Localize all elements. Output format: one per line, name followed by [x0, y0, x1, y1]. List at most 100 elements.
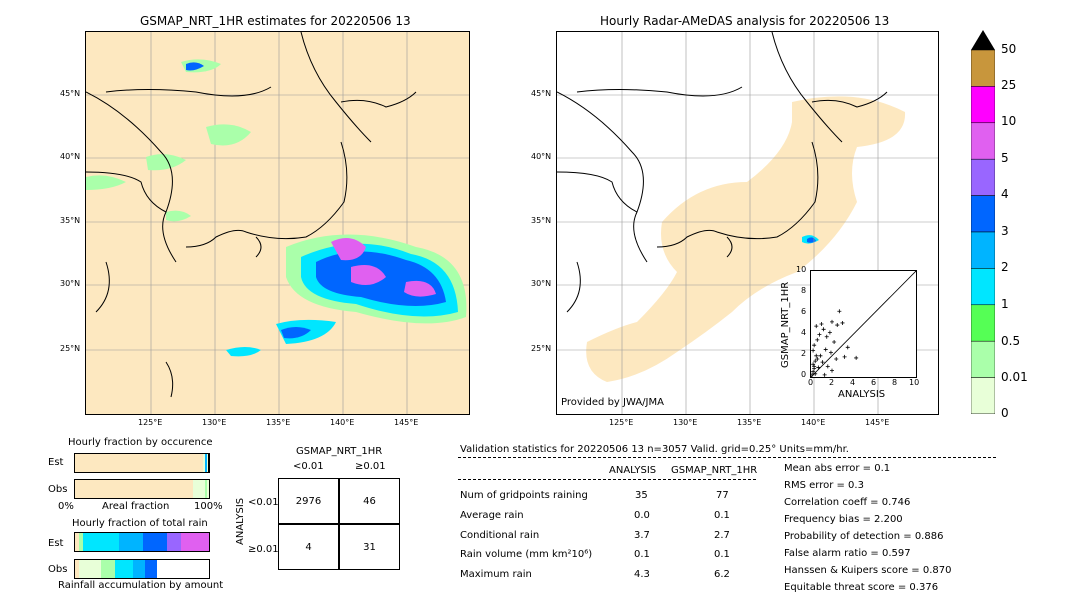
validation-divider [458, 457, 996, 458]
stat-label-2: Conditional rain [460, 530, 540, 541]
stat-a-0: 35 [635, 490, 648, 501]
scatter-point [817, 332, 822, 337]
scatter-ytick-2: 2 [801, 349, 807, 358]
contingency-col-lt: <0.01 [293, 461, 324, 472]
cbar-label-4: 4 [1001, 187, 1009, 201]
contingency-cell-10: 4 [278, 524, 339, 570]
colorbar-segment [970, 304, 996, 342]
scatter-point [813, 371, 818, 376]
scatter-point [814, 353, 819, 358]
scatter-point [812, 366, 817, 371]
left-lat-tick-45: 45°N [60, 89, 81, 98]
left-coastlines [86, 32, 417, 398]
colorbar-segment [970, 268, 996, 306]
validation-header: Validation statistics for 20220506 13 n=… [460, 444, 849, 455]
scatter-point [842, 354, 847, 359]
left-map-canvas [86, 32, 469, 414]
occurrence-bar-obs [74, 479, 210, 499]
validation-subdivider [458, 479, 756, 480]
colorbar-segment [970, 231, 996, 269]
total-rain-bar-obs [74, 559, 210, 579]
stat-a-2: 3.7 [634, 530, 650, 541]
scatter-point [832, 340, 837, 345]
score-bias: Frequency bias = 2.200 [784, 514, 903, 525]
scatter-ytick-0: 0 [801, 370, 807, 379]
contingency-row-title: ANALYSIS [235, 497, 246, 545]
scatter-point [813, 359, 818, 364]
data-credit: Provided by JWA/JMA [561, 397, 664, 408]
right-lat-tick-45: 45°N [531, 89, 552, 98]
scatter-point [840, 320, 845, 325]
scatter-point [815, 337, 820, 342]
colorbar-extend-arrow [971, 30, 995, 50]
scatter-point [814, 324, 819, 329]
right-lon-tick-130: 130°E [673, 418, 698, 427]
scatter-point [811, 362, 816, 367]
occurrence-row-obs: Obs [48, 484, 68, 495]
score-mae: Mean abs error = 0.1 [784, 463, 891, 474]
right-lon-tick-125: 125°E [609, 418, 634, 427]
score-corr: Correlation coeff = 0.746 [784, 497, 911, 508]
cbar-label-2: 2 [1001, 260, 1009, 274]
occurrence-axis-mid: Areal fraction [102, 501, 170, 512]
left-lon-tick-145: 145°E [394, 418, 419, 427]
left-map-title: GSMAP_NRT_1HR estimates for 20220506 13 [140, 14, 411, 28]
score-ets: Equitable threat score = 0.376 [784, 582, 939, 593]
scatter-point [818, 353, 823, 358]
contingency-title: GSMAP_NRT_1HR [296, 446, 383, 457]
stat-label-0: Num of gridpoints raining [460, 490, 588, 501]
total-rain-row-est: Est [48, 538, 64, 549]
scatter-point [811, 348, 816, 353]
colorbar-segment [970, 195, 996, 233]
stat-b-2: 2.7 [714, 530, 730, 541]
contingency-cell-01: 46 [339, 478, 400, 524]
scatter-point [812, 343, 817, 348]
right-lat-tick-35: 35°N [531, 216, 552, 225]
right-coastlines [557, 32, 888, 313]
scatter-point [824, 334, 829, 339]
scatter-point [820, 360, 825, 365]
scatter-xtick-0: 0 [808, 378, 814, 387]
stat-a-3: 0.1 [634, 549, 650, 560]
scatter-point [830, 368, 834, 373]
colorbar-segment [970, 377, 996, 415]
right-lat-tick-25: 25°N [531, 344, 552, 353]
scatter-point [815, 356, 820, 361]
right-lon-tick-145: 145°E [865, 418, 890, 427]
total-rain-bar-est [74, 532, 210, 552]
scatter-point [822, 372, 827, 377]
right-analysis-coverage [586, 96, 906, 382]
scatter-point [835, 323, 840, 328]
scatter-xtick-8: 8 [892, 378, 898, 387]
colorbar-segment [970, 122, 996, 160]
total-rain-title: Hourly fraction of total rain [72, 518, 208, 529]
inset-scatter [810, 270, 917, 378]
contingency-cell-00: 2976 [278, 478, 339, 524]
stat-a-4: 4.3 [634, 569, 650, 580]
cbar-label-10: 10 [1001, 114, 1017, 128]
colorbar-segment [970, 49, 996, 87]
colorbar-canvas [970, 30, 996, 451]
scatter-point [821, 327, 826, 332]
scatter-point [816, 365, 821, 370]
occurrence-title: Hourly fraction by occurence [68, 437, 213, 448]
scatter-point [810, 372, 815, 377]
occurrence-axis-left: 0% [58, 501, 74, 512]
colorbar [970, 30, 996, 451]
scatter-point [837, 309, 842, 314]
left-lon-tick-125: 125°E [138, 418, 163, 427]
cbar-label-1: 1 [1001, 297, 1009, 311]
stat-b-1: 0.1 [714, 510, 730, 521]
scatter-point [834, 356, 839, 361]
scatter-point [854, 355, 859, 360]
validation-col-analysis: ANALYSIS [609, 465, 657, 476]
scatter-diagonal [810, 270, 917, 378]
stat-a-1: 0.0 [634, 510, 650, 521]
cbar-label-50: 50 [1001, 42, 1017, 56]
cbar-label-0.5: 0.5 [1001, 334, 1021, 348]
stat-label-3: Rain volume (mm km²10⁶) [460, 549, 593, 560]
score-pod: Probability of detection = 0.886 [784, 531, 944, 542]
scatter-point [845, 345, 850, 350]
scatter-point [825, 364, 830, 369]
total-rain-row-obs: Obs [48, 564, 68, 575]
